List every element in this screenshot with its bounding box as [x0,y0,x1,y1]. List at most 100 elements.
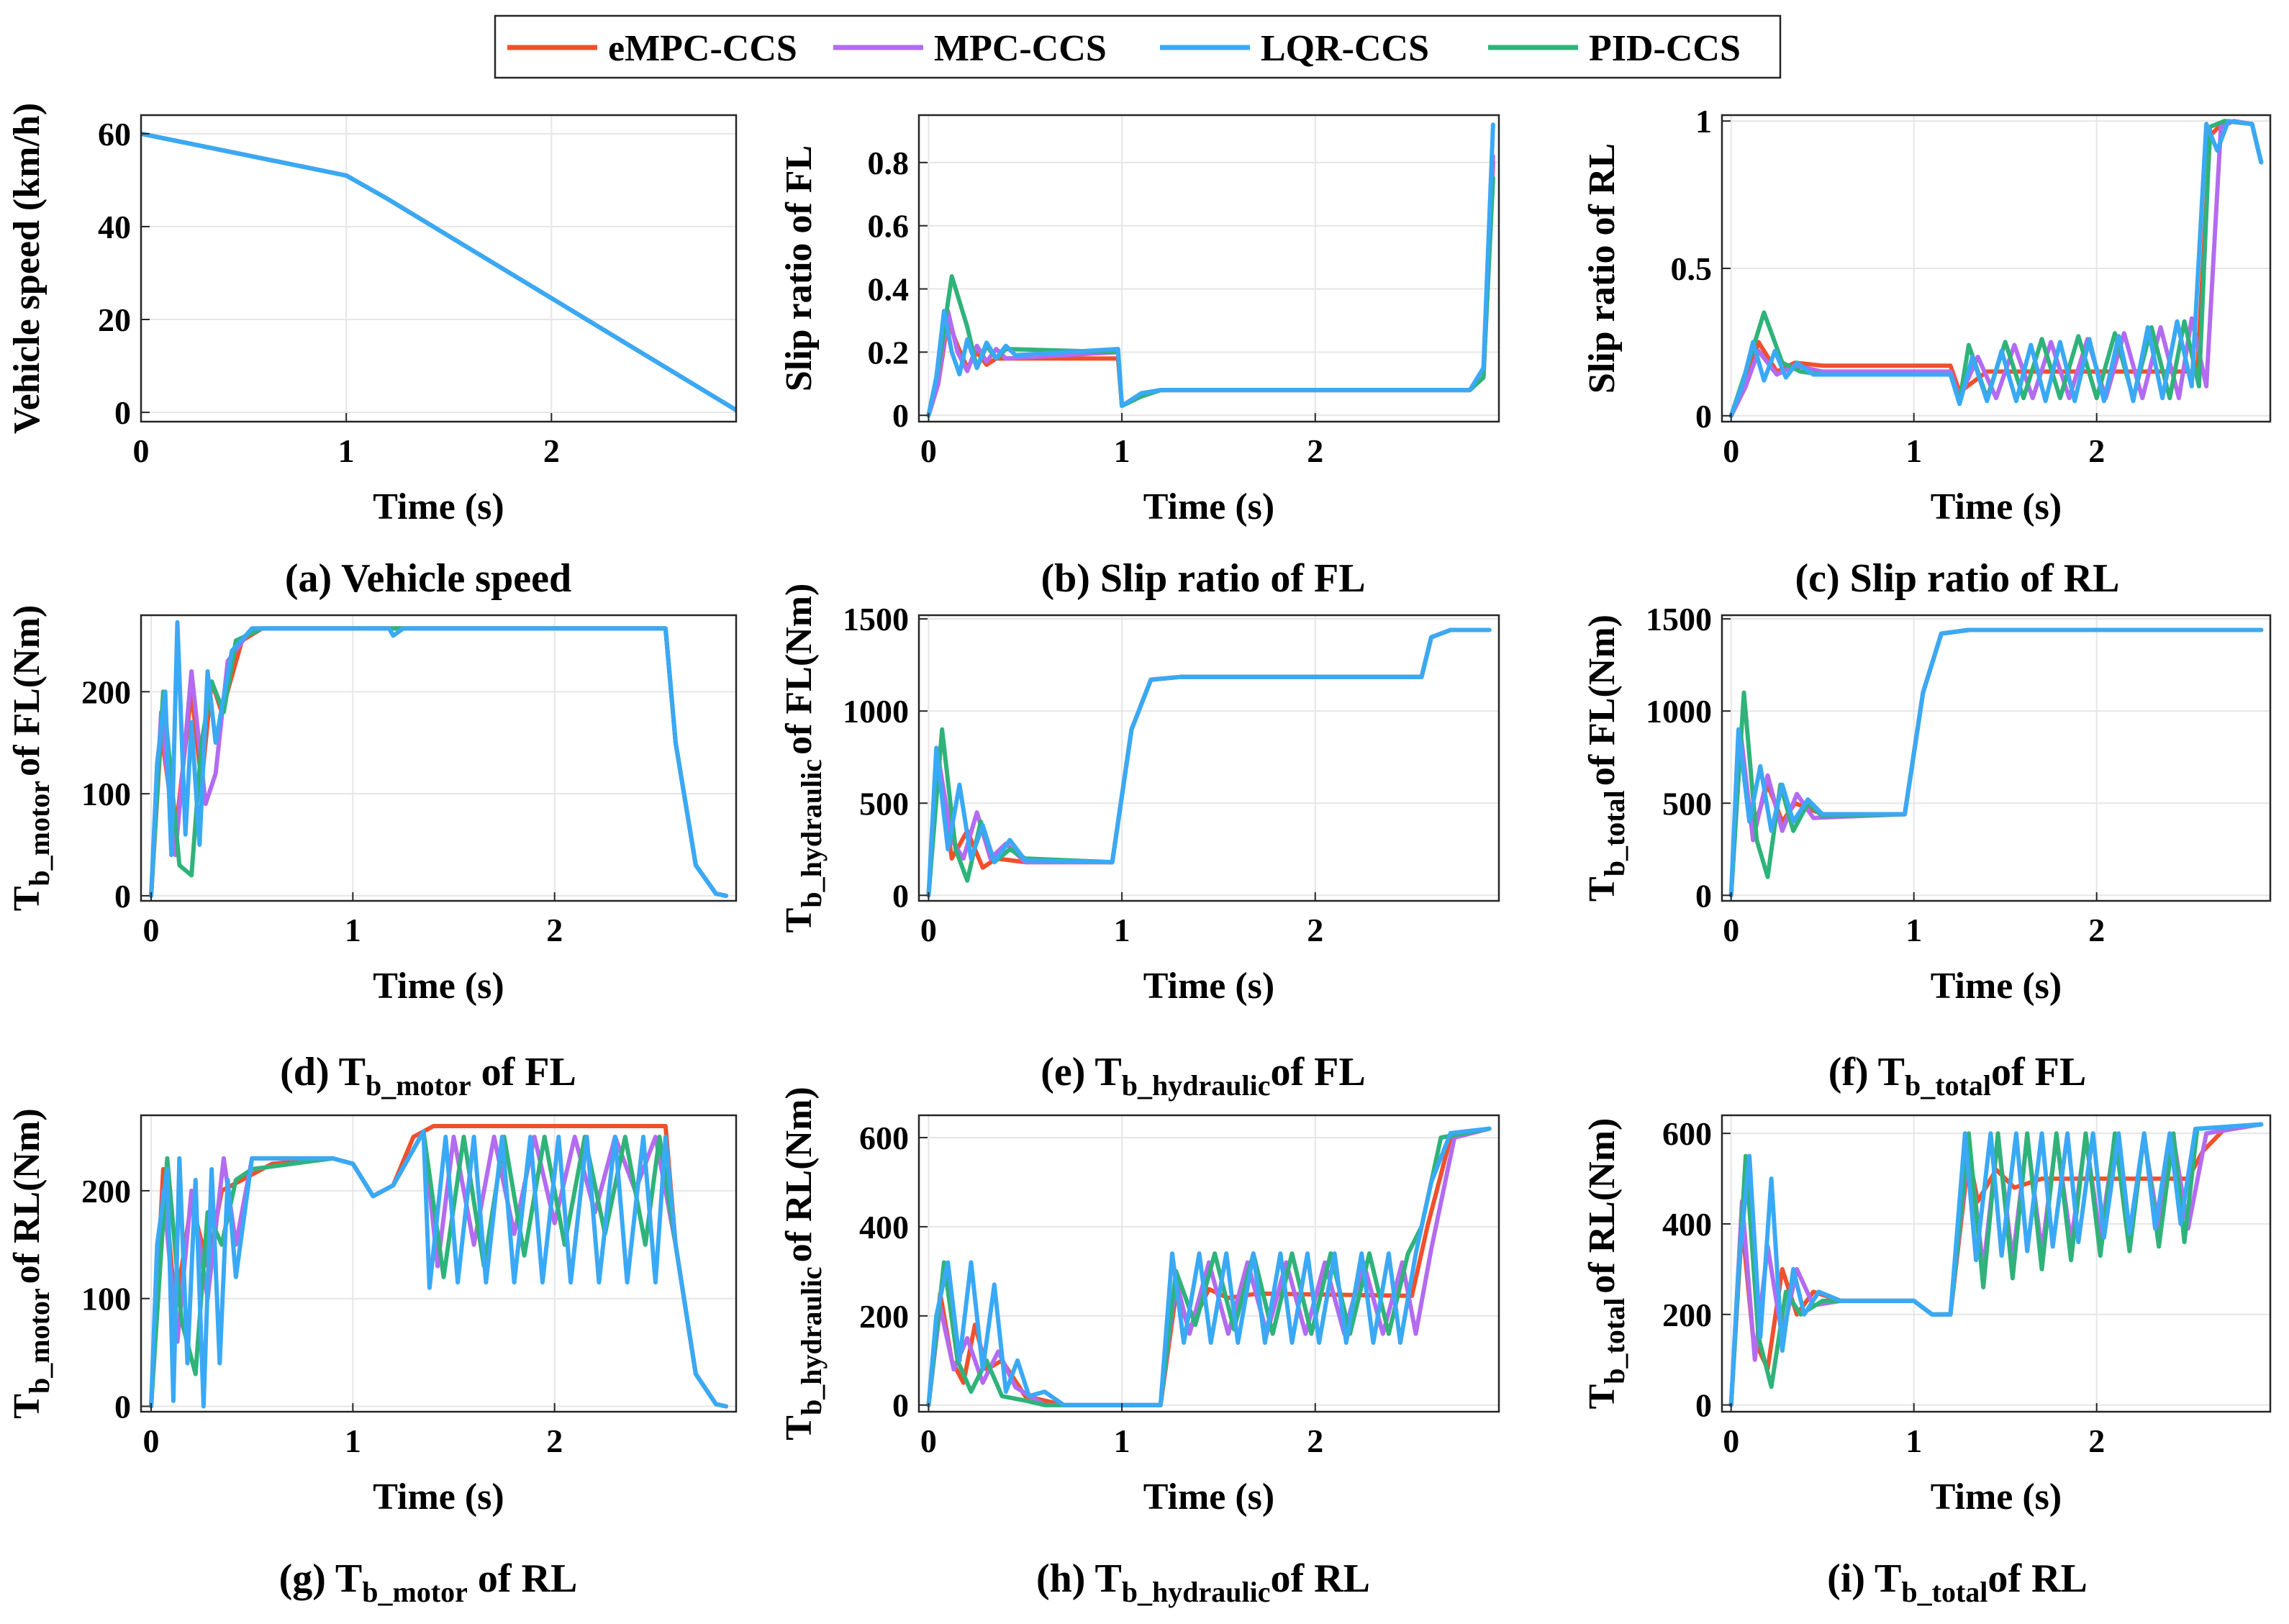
y-tick-label: 1500 [843,601,909,638]
y-axis-label: Tb_motorof FL(Nm) [6,605,55,912]
y-tick-label: 500 [859,785,909,822]
series-line-empc-ccs [149,626,728,898]
x-axis-label: Time (s) [1143,486,1274,527]
x-tick-label: 1 [338,432,355,469]
y-tick-label: 1500 [1646,601,1712,638]
x-tick-label: 0 [920,1423,937,1459]
x-tick-label: 2 [546,1423,563,1459]
subplot-b: 0 1 2 0 0.2 0.4 0.6 0.8 Time (s) Slip ratio of FL… [779,114,1500,601]
subplot-caption: (a) Vehicle speed [285,556,571,601]
x-tick-label: 0 [920,432,937,469]
series-line-mpc-ccs [149,1129,728,1409]
series-line-pid-ccs [149,626,728,898]
y-tick-label: 0 [114,878,131,915]
y-tick-label: 200 [81,673,131,710]
y-tick-label: 200 [1662,1297,1712,1333]
y-tick-label: 200 [859,1298,909,1335]
y-axis-label: Tb_motorof RL(Nm) [6,1108,55,1418]
y-tick-label: 0 [114,1389,131,1425]
x-axis-label: Time (s) [1931,1476,2062,1518]
legend-entry: MPC-CCS [833,28,1107,69]
plot-frame [917,614,1500,902]
series-line-lqr-ccs [926,627,1492,898]
y-tick-label: 1 [1695,103,1712,140]
x-tick-label: 1 [1114,432,1130,469]
x-tick-label: 0 [1723,432,1739,469]
subplot-d: 0 1 2 0 100 200 Time (s) Tb_motorof FL(Nm) (d) T… [6,605,738,1102]
plot-frame [140,114,738,423]
series-line-pid-ccs [926,1126,1492,1407]
x-axis-label: Time (s) [373,486,504,527]
legend-entry: LQR-CCS [1160,28,1429,69]
y-tick-label: 200 [81,1173,131,1210]
y-tick-label: 500 [1662,785,1712,822]
y-tick-label: 0 [892,877,909,914]
subplot-e: 0 1 2 0 500 1000 1500 Time (s) Tb_hydraulicof FL… [779,584,1500,1102]
x-tick-label: 0 [1723,1423,1739,1459]
series-line-mpc-ccs [149,626,728,898]
y-tick-label: 0 [114,394,131,431]
y-tick-label: 40 [98,209,131,245]
y-tick-label: 1000 [843,693,909,730]
x-tick-label: 2 [1307,432,1323,469]
series-line-lqr-ccs [149,620,728,898]
x-tick-label: 1 [1905,912,1922,948]
x-tick-label: 2 [2088,432,2105,469]
y-tick-label: 100 [81,1281,131,1317]
subplot-h: 0 1 2 0 200 400 600 Time (s) Tb_hydraulicof RL(N… [779,1087,1500,1608]
series-line-mpc-ccs [926,1126,1492,1407]
x-axis-label: Time (s) [1143,1476,1274,1518]
series-line-mpc-ccs [926,154,1495,418]
y-tick-label: 0.4 [868,271,910,308]
series-line-lqr-ccs [1728,119,2264,418]
series-line-lqr-ccs [141,131,736,412]
x-tick-label: 2 [2088,1423,2105,1459]
y-tick-label: 0.8 [868,145,910,181]
legend-entry: PID-CCS [1488,28,1741,69]
y-axis-label: Tb_hydraulicof FL(Nm) [779,584,828,933]
y-tick-label: 0 [1695,1387,1712,1424]
series-line-mpc-ccs [1728,627,2264,898]
series-line-pid-ccs [141,131,736,412]
legend: eMPC-CCS MPC-CCS LQR-CCS PID-CCS [494,14,1782,79]
x-axis-label: Time (s) [373,1476,504,1518]
legend-label: MPC-CCS [934,28,1107,69]
y-axis-label: Vehicle speed (km/h) [6,103,47,434]
y-tick-label: 0 [1695,398,1712,435]
y-tick-label: 0 [892,1387,909,1424]
series-line-lqr-ccs [1728,1122,2264,1407]
series-line-pid-ccs [926,627,1492,898]
series-line-lqr-ccs [926,1126,1492,1407]
series-line-pid-ccs [926,176,1495,418]
x-tick-label: 0 [143,912,160,948]
series-line-pid-ccs [1728,1122,2264,1407]
x-tick-label: 2 [543,432,560,469]
x-axis-label: Time (s) [373,966,504,1007]
series-line-empc-ccs [926,627,1492,898]
series-line-empc-ccs [141,131,736,412]
subplot-caption: (b) Slip ratio of FL [1041,556,1365,601]
y-tick-label: 100 [81,776,131,812]
x-tick-label: 2 [1307,912,1323,948]
x-tick-label: 2 [2088,912,2105,948]
x-tick-label: 1 [1905,1423,1922,1459]
x-tick-label: 0 [143,1423,160,1459]
legend-entry: eMPC-CCS [507,28,797,69]
x-axis-label: Time (s) [1143,966,1274,1007]
series-line-lqr-ccs [1728,627,2264,898]
x-tick-label: 1 [1114,912,1130,948]
subplot-caption: (f) Tb_totalof FL [1828,1050,2087,1102]
x-tick-label: 0 [133,432,150,469]
x-tick-label: 0 [1723,912,1739,948]
y-tick-label: 400 [1662,1206,1712,1243]
y-axis-label: Slip ratio of RL [1582,143,1623,394]
x-axis-label: Time (s) [1931,486,2062,527]
y-axis-label: Tb_totalof RL(Nm) [1582,1118,1631,1410]
x-tick-label: 0 [920,912,937,948]
y-axis-label: Slip ratio of FL [779,145,820,391]
y-tick-label: 0.5 [1671,250,1713,287]
